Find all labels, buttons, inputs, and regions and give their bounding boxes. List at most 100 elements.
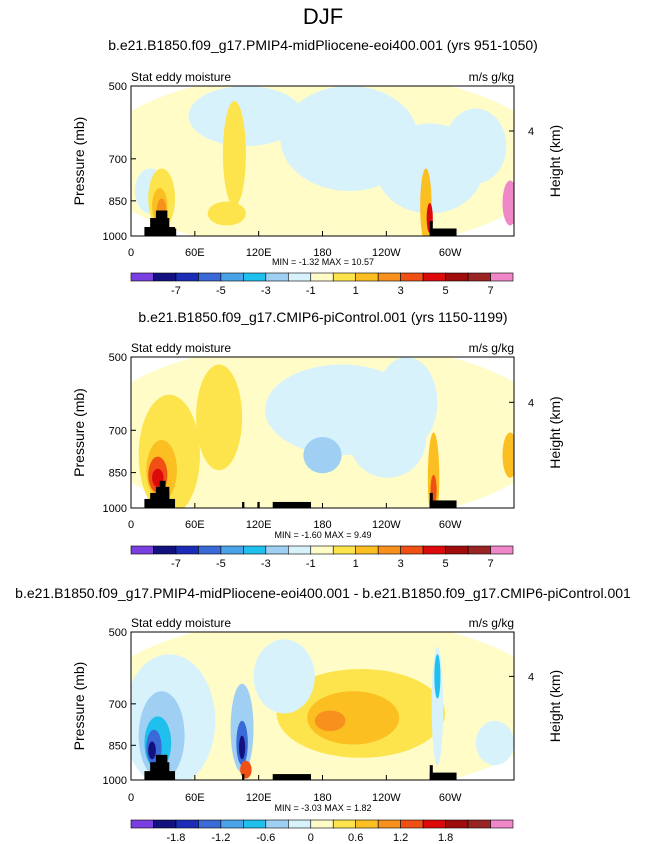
colorbar-swatch [310,272,334,282]
colorbar-swatch [220,272,244,282]
colorbar-label: -5 [216,558,226,570]
colorbar-label: -0.6 [256,832,275,844]
colorbar-swatch [287,819,312,829]
x-tick-label: 120E [246,247,272,259]
contour-region-13 [502,432,514,478]
colorbar-swatch [153,272,177,282]
contour-region-12 [307,691,400,745]
colorbar-label: -3 [261,558,271,570]
variable-label: Stat eddy moisture [131,616,231,630]
y2-tick-label: 4 [528,126,534,138]
contour-region-13 [502,180,514,226]
contour-region-10 [222,101,246,206]
colorbar-swatch [287,545,312,555]
colorbar-swatch [198,819,222,829]
colorbar-label: 0 [308,832,314,844]
y-tick-label: 1000 [103,231,127,243]
variable-label: Stat eddy moisture [131,70,231,84]
x-tick-label: 0 [128,792,134,804]
panel-title: b.e21.B1850.f09_g17.PMIP4-midPliocene-eo… [108,37,538,53]
variable-label: Stat eddy moisture [131,341,231,355]
colorbar-swatch [220,819,244,829]
terrain-block [155,754,168,780]
colorbar-swatch [175,545,199,555]
terrain-block [272,501,312,508]
colorbar-label: 1.8 [438,832,453,844]
y-tick-label: 1000 [103,775,127,787]
contour-region-13 [314,710,346,732]
colorbar-swatch [310,819,334,829]
colorbar-swatch [265,545,289,555]
contour-region-14 [207,201,246,226]
colorbar-label: 5 [443,558,449,570]
y-axis-title: Pressure (mb) [71,388,87,477]
panel-title: b.e21.B1850.f09_g17.CMIP6-piControl.001 … [138,309,507,325]
contour-region-5 [188,86,304,146]
contour-field [131,632,514,780]
terrain-block [159,480,166,508]
x-tick-label: 120W [372,519,401,531]
colorbar-label: -7 [171,558,181,570]
colorbar-label: 7 [487,285,493,297]
colorbar-swatch [198,272,222,282]
colorbar-swatch [377,545,401,555]
x-tick-label: 180 [313,792,331,804]
terrain-block [272,774,312,780]
contour-region-4 [303,437,342,474]
terrain-block [429,772,457,780]
colorbar-swatch [422,545,446,555]
colorbar-swatch [400,272,424,282]
colorbar-swatch [400,545,424,555]
x-tick-label: 180 [313,247,331,259]
y-tick-label: 500 [109,352,127,364]
colorbar-swatch [467,545,491,555]
colorbar-swatch [310,545,334,555]
y-tick-label: 850 [109,740,127,752]
terrain-block [242,501,245,508]
colorbar-label: 0.6 [348,832,363,844]
colorbar-swatch [445,545,469,555]
colorbar-swatch [445,819,469,829]
colorbar-swatch [287,272,312,282]
y2-axis-title: Height (km) [547,670,563,742]
panel-title: b.e21.B1850.f09_g17.PMIP4-midPliocene-eo… [15,585,631,601]
y-tick-label: 500 [109,627,127,639]
colorbar-label: 1 [353,558,359,570]
x-tick-label: 60E [185,519,205,531]
x-tick-label: 120W [372,247,401,259]
colorbar-swatch [243,545,267,555]
x-tick-label: 60W [439,247,462,259]
units-label: m/s g/kg [469,616,514,630]
colorbar-swatch [490,272,514,282]
colorbar-label: 3 [398,558,404,570]
colorbar-swatch [377,819,401,829]
colorbar-swatch [243,819,267,829]
colorbar-swatch [467,272,491,282]
colorbar-swatch [198,545,222,555]
colorbar-swatch [332,545,357,555]
contour-region-10 [240,760,252,779]
colorbar-swatch [332,819,357,829]
x-tick-label: 120E [246,519,272,531]
colorbar-swatch [153,819,177,829]
contour-field [131,357,514,508]
contour-region-10 [196,364,243,471]
y2-axis-title: Height (km) [547,396,563,468]
terrain-block [155,210,168,236]
colorbar-label: -1.8 [166,832,185,844]
colorbar-label: 3 [398,285,404,297]
colorbar-label: -7 [171,285,181,297]
y-tick-label: 700 [109,154,127,166]
stats-label: MIN = -3.03 MAX = 1.82 [274,803,371,813]
y-tick-label: 1000 [103,503,127,515]
chart-panel-3: b.e21.B1850.f09_g17.PMIP4-midPliocene-eo… [15,585,631,844]
contour-region-16 [253,639,315,714]
colorbar-swatch [422,272,446,282]
colorbar-label: 5 [443,285,449,297]
x-tick-label: 60W [439,792,462,804]
x-tick-label: 120E [246,792,272,804]
y2-tick-label: 4 [528,671,534,683]
colorbar-swatch [265,272,289,282]
y-tick-label: 700 [109,699,127,711]
